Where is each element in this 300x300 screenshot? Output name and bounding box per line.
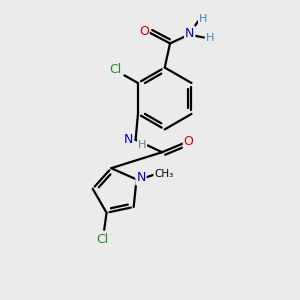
Text: H: H (206, 33, 214, 43)
Text: Cl: Cl (96, 233, 109, 246)
Text: O: O (139, 25, 149, 38)
Text: N: N (124, 133, 133, 146)
Text: H: H (199, 14, 207, 24)
Text: H: H (138, 140, 146, 150)
Text: Cl: Cl (110, 63, 122, 76)
Text: N: N (136, 172, 146, 184)
Text: O: O (184, 135, 194, 148)
Text: N: N (185, 27, 194, 40)
Text: CH₃: CH₃ (154, 169, 173, 178)
